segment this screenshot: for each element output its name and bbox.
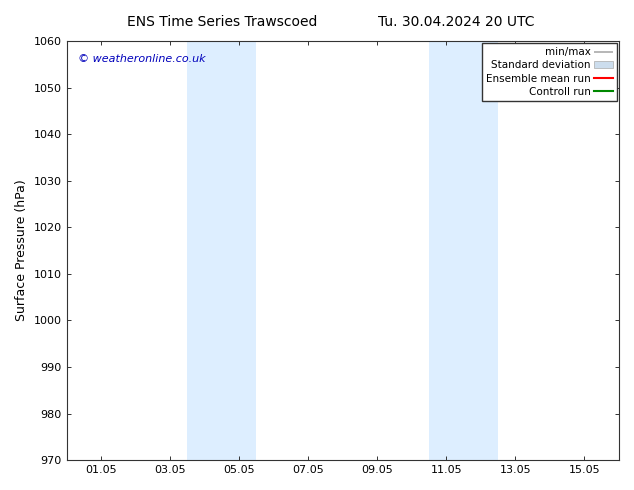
Text: Tu. 30.04.2024 20 UTC: Tu. 30.04.2024 20 UTC xyxy=(378,15,534,29)
Text: © weatheronline.co.uk: © weatheronline.co.uk xyxy=(77,53,205,64)
Bar xyxy=(429,41,498,460)
Bar xyxy=(188,41,256,460)
Text: ENS Time Series Trawscoed: ENS Time Series Trawscoed xyxy=(127,15,317,29)
Legend: min/max, Standard deviation, Ensemble mean run, Controll run: min/max, Standard deviation, Ensemble me… xyxy=(482,43,617,101)
Y-axis label: Surface Pressure (hPa): Surface Pressure (hPa) xyxy=(15,180,28,321)
